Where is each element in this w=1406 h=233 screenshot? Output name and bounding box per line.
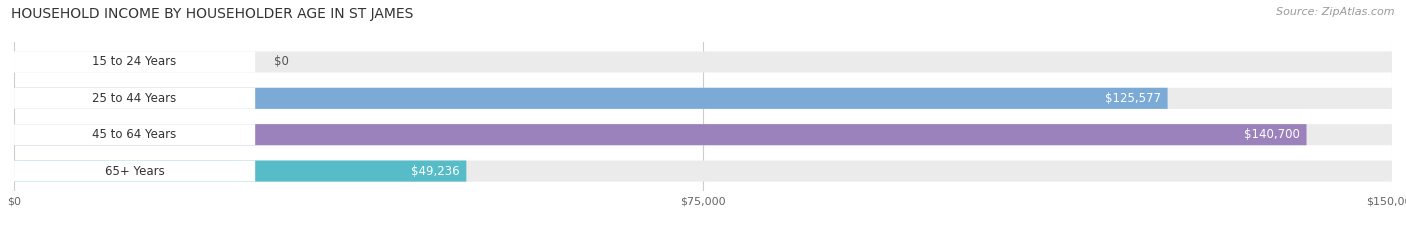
FancyBboxPatch shape <box>14 161 1392 182</box>
FancyBboxPatch shape <box>14 88 1392 109</box>
FancyBboxPatch shape <box>14 88 1167 109</box>
Text: 15 to 24 Years: 15 to 24 Years <box>93 55 177 69</box>
FancyBboxPatch shape <box>14 124 256 145</box>
FancyBboxPatch shape <box>14 124 1306 145</box>
FancyBboxPatch shape <box>14 161 467 182</box>
Text: 45 to 64 Years: 45 to 64 Years <box>93 128 177 141</box>
FancyBboxPatch shape <box>14 51 256 72</box>
Text: $125,577: $125,577 <box>1105 92 1161 105</box>
FancyBboxPatch shape <box>14 161 256 182</box>
Text: 65+ Years: 65+ Years <box>105 164 165 178</box>
Text: $0: $0 <box>274 55 288 69</box>
Text: Source: ZipAtlas.com: Source: ZipAtlas.com <box>1277 7 1395 17</box>
FancyBboxPatch shape <box>14 51 1392 72</box>
Text: 25 to 44 Years: 25 to 44 Years <box>93 92 177 105</box>
Text: HOUSEHOLD INCOME BY HOUSEHOLDER AGE IN ST JAMES: HOUSEHOLD INCOME BY HOUSEHOLDER AGE IN S… <box>11 7 413 21</box>
Text: $140,700: $140,700 <box>1244 128 1301 141</box>
FancyBboxPatch shape <box>14 88 256 109</box>
Text: $49,236: $49,236 <box>412 164 460 178</box>
FancyBboxPatch shape <box>14 124 1392 145</box>
